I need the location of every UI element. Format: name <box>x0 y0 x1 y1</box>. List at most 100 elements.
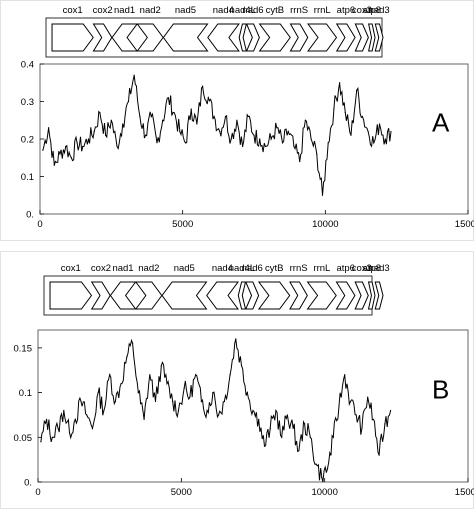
y-tick-label: 0. <box>26 210 34 221</box>
data-point <box>51 436 53 438</box>
data-point <box>149 374 151 376</box>
gene-cox2-arrow <box>92 23 113 52</box>
data-point <box>137 391 139 394</box>
data-point <box>390 409 392 412</box>
gene-label-nad4L: nad4L <box>230 5 256 16</box>
data-point <box>309 436 311 438</box>
data-point <box>132 342 134 345</box>
data-point <box>298 450 300 452</box>
data-point <box>378 123 381 125</box>
panel-label-a: A <box>432 108 450 138</box>
gene-nad1-arrow <box>109 281 137 310</box>
gene-atp6-arrow <box>335 23 356 52</box>
gene-nad3-arrow <box>374 281 384 310</box>
gene-label-nad5: nad5 <box>174 263 195 274</box>
gene-rrnL-arrow <box>306 281 337 310</box>
data-point <box>326 467 329 470</box>
data-point <box>150 115 152 118</box>
gene-cytB-arrow <box>257 281 291 310</box>
data-point <box>103 409 105 412</box>
x-tick-label: 15000 <box>455 487 474 498</box>
data-point <box>292 427 294 429</box>
data-point <box>224 115 227 118</box>
data-point <box>229 374 231 376</box>
gene-cox3-arrow <box>354 281 369 310</box>
data-point <box>116 145 118 148</box>
gene-label-rrnL: rrnL <box>314 5 331 16</box>
data-point <box>356 89 358 91</box>
gene-label-rrnL: rrnL <box>313 263 330 274</box>
data-point <box>172 400 174 403</box>
y-tick-label: 0.1 <box>19 388 32 399</box>
data-point <box>275 409 277 412</box>
gene-label-cox2: cox2 <box>91 263 111 274</box>
gene-label-atp6: atp6 <box>336 263 355 274</box>
gene-rrnS-arrow <box>289 281 308 310</box>
gene-label-cox3: cox3 <box>352 263 372 274</box>
data-point <box>160 365 162 367</box>
data-point <box>179 130 181 133</box>
data-point <box>110 119 112 121</box>
data-point <box>200 400 202 403</box>
data-point <box>316 153 318 155</box>
data-point <box>240 365 243 367</box>
data-point <box>105 134 107 136</box>
y-tick-label: 0.4 <box>21 60 34 71</box>
data-point <box>183 387 185 389</box>
data-point <box>259 138 261 140</box>
data-point <box>133 74 135 76</box>
data-point <box>68 432 71 434</box>
x-tick-label: 10000 <box>311 487 337 498</box>
gene-label-nad6: nad6 <box>242 263 263 274</box>
data-point <box>177 409 180 412</box>
gene-nad6-arrow <box>245 23 260 52</box>
data-point <box>127 100 130 103</box>
data-point <box>339 82 341 84</box>
gene-cox2-arrow <box>90 281 111 310</box>
data-point <box>373 142 375 144</box>
panel-label-b: B <box>432 374 449 404</box>
data-point <box>195 374 197 376</box>
data-point <box>97 391 99 394</box>
gene-nad4L-arrow <box>237 281 247 310</box>
data-point <box>344 374 346 376</box>
gene-label-atp8: atp8 <box>363 5 382 16</box>
data-point <box>162 119 164 121</box>
gene-label-nad2: nad2 <box>138 263 159 274</box>
data-point <box>212 391 214 394</box>
line-plot-b: 0. 0.05 0.1 0.15 0 5000 10000 15000 B <box>14 329 474 498</box>
data-point <box>99 112 101 114</box>
gene-atp8-arrow <box>368 23 376 52</box>
plot-frame <box>37 329 469 483</box>
data-point <box>230 138 232 140</box>
data-point <box>372 418 374 421</box>
data-point <box>287 130 289 133</box>
data-point <box>270 138 272 140</box>
data-point <box>86 414 88 416</box>
y-tick-label: 0.2 <box>21 135 34 146</box>
gene-label-nad5: nad5 <box>175 5 196 16</box>
data-point <box>293 145 295 148</box>
data-point <box>184 142 187 144</box>
data-point <box>53 164 55 166</box>
data-point <box>207 97 209 99</box>
gene-cox1-arrow <box>51 23 94 52</box>
data-point <box>63 409 65 412</box>
gene-nad4-arrow <box>206 281 240 310</box>
data-point <box>218 414 220 416</box>
data-point <box>109 374 111 376</box>
data-point <box>361 427 363 429</box>
data-point <box>241 145 244 148</box>
y-tick-label: 0.1 <box>21 172 34 183</box>
data-point <box>57 427 59 429</box>
x-tick-label: 0 <box>35 487 40 498</box>
data-point <box>299 160 301 163</box>
data-point <box>82 145 84 148</box>
data-point <box>338 405 340 407</box>
data-point <box>367 130 369 133</box>
data-point <box>253 134 255 136</box>
gene-cytB-arrow <box>258 23 291 52</box>
gene-nad1-arrow <box>111 23 139 52</box>
